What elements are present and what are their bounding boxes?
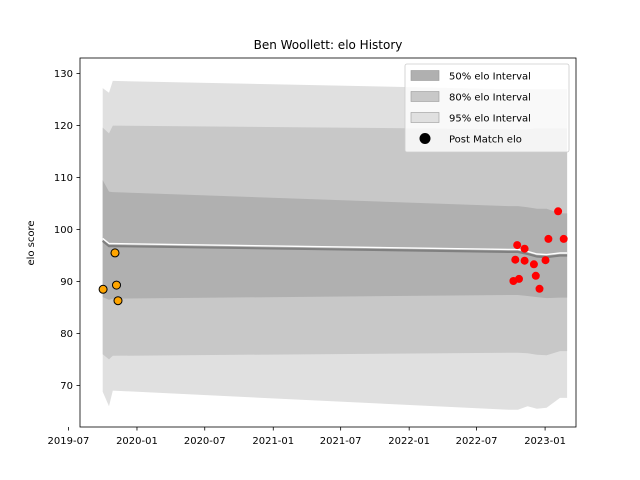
post-match-point xyxy=(98,284,108,294)
mean-elo-line xyxy=(101,240,568,259)
y-tick-label: 100 xyxy=(54,225,73,236)
x-tick-label: 2020-07 xyxy=(184,436,226,447)
x-tick-label: 2020-01 xyxy=(116,436,158,447)
y-tick-label: 110 xyxy=(54,173,73,184)
y-tick-label: 80 xyxy=(60,329,73,340)
legend-swatch xyxy=(410,91,440,102)
legend-marker xyxy=(419,133,431,144)
post-match-point xyxy=(559,234,568,243)
legend-label: 80% elo Interval xyxy=(449,93,531,104)
legend-box xyxy=(404,63,570,153)
band-50-percent xyxy=(102,180,568,300)
post-match-points xyxy=(98,207,568,306)
y-tick-label: 120 xyxy=(54,121,73,132)
y-tick-label: 90 xyxy=(60,277,73,288)
post-match-point xyxy=(112,280,121,290)
post-match-point xyxy=(515,274,523,283)
post-match-point xyxy=(520,256,529,265)
plot-frame xyxy=(79,57,577,428)
y-tick-label: 70 xyxy=(60,381,73,392)
legend-label: 95% elo Interval xyxy=(449,114,531,125)
x-tick-label: 2021-07 xyxy=(320,436,362,447)
post-match-point xyxy=(511,255,520,264)
interval-bands xyxy=(102,80,568,410)
post-match-point xyxy=(513,241,522,250)
post-match-point xyxy=(535,284,544,293)
x-tick-label: 2022-07 xyxy=(456,436,498,447)
x-tick-label: 2023-01 xyxy=(524,436,566,447)
x-tick-label: 2022-01 xyxy=(388,436,430,447)
legend-swatch xyxy=(410,70,440,81)
post-match-point xyxy=(531,271,540,280)
post-match-point xyxy=(544,234,553,243)
y-tick-label: 130 xyxy=(54,69,73,80)
chart-title: Ben Woollett: elo History xyxy=(254,38,403,52)
post-match-point xyxy=(113,296,123,306)
x-tick-label: 2019-07 xyxy=(48,436,90,447)
post-match-point xyxy=(110,248,120,258)
legend: 50% elo Interval 80% elo Interval 95% elo … xyxy=(404,63,570,153)
post-match-point xyxy=(529,260,538,269)
y-axis-label: elo score xyxy=(26,220,37,265)
legend-label: Post Match elo xyxy=(449,135,522,146)
legend-label: 50% elo Interval xyxy=(449,72,531,83)
legend-swatch xyxy=(410,112,440,123)
x-tick-label: 2021-01 xyxy=(252,436,294,447)
post-match-point xyxy=(541,256,550,265)
axes: 70 80 90 100 110 120 130 2019-07 2020-01 2020-07 2… xyxy=(48,57,577,447)
post-match-point xyxy=(554,207,563,216)
post-match-point xyxy=(520,244,529,253)
